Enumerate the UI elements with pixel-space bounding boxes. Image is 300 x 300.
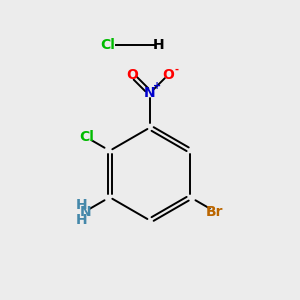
Text: H: H — [76, 198, 88, 212]
Text: +: + — [152, 81, 161, 92]
Text: H: H — [153, 38, 165, 52]
Text: N: N — [144, 86, 156, 100]
Text: N: N — [80, 205, 91, 219]
Text: Cl: Cl — [100, 38, 116, 52]
Text: H: H — [76, 213, 88, 227]
Text: O: O — [126, 68, 138, 82]
Text: -: - — [174, 64, 178, 75]
Text: Br: Br — [206, 205, 224, 218]
Text: O: O — [162, 68, 174, 82]
Text: Cl: Cl — [79, 130, 94, 144]
